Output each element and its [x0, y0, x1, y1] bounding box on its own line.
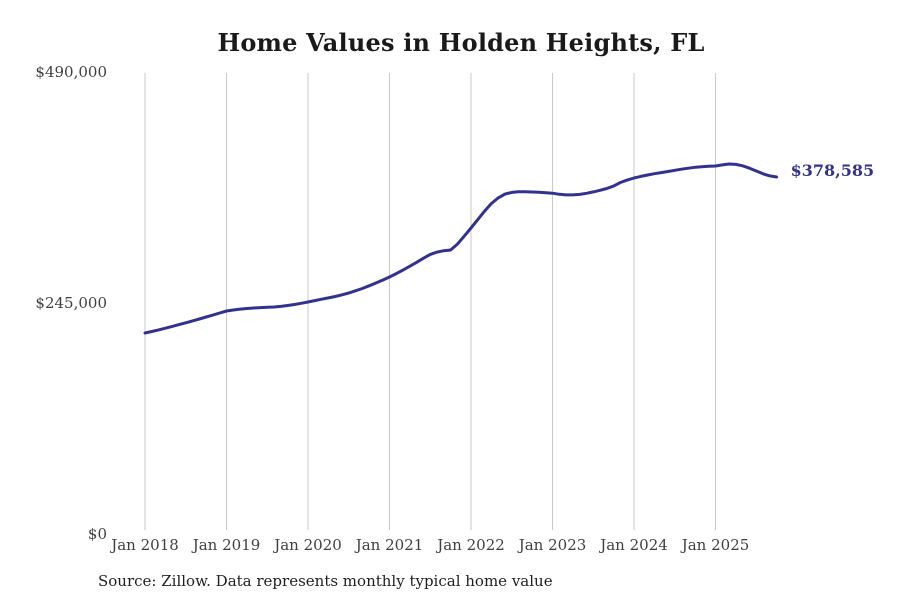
- current-value-label: $378,585: [790, 161, 875, 181]
- gridlines: [144, 73, 716, 530]
- x-tick-label: Jan 2024: [600, 536, 668, 554]
- x-tick-label: Jan 2025: [681, 536, 750, 554]
- x-tick-label: Jan 2021: [355, 536, 424, 554]
- chart-title: Home Values in Holden Heights, FL: [217, 28, 705, 57]
- x-tick-label: Jan 2020: [274, 536, 342, 554]
- x-tick-label: Jan 2023: [518, 536, 587, 554]
- y-tick-label: $0: [87, 525, 107, 543]
- x-tick-label: Jan 2022: [437, 536, 505, 554]
- source-note: Source: Zillow. Data represents monthly …: [98, 572, 553, 590]
- x-tick-label: Jan 2019: [192, 536, 261, 554]
- y-tick-label: $245,000: [35, 294, 107, 312]
- home-value-line: [143, 162, 779, 335]
- x-tick-label: Jan 2018: [111, 536, 179, 554]
- y-tick-label: $490,000: [35, 63, 107, 81]
